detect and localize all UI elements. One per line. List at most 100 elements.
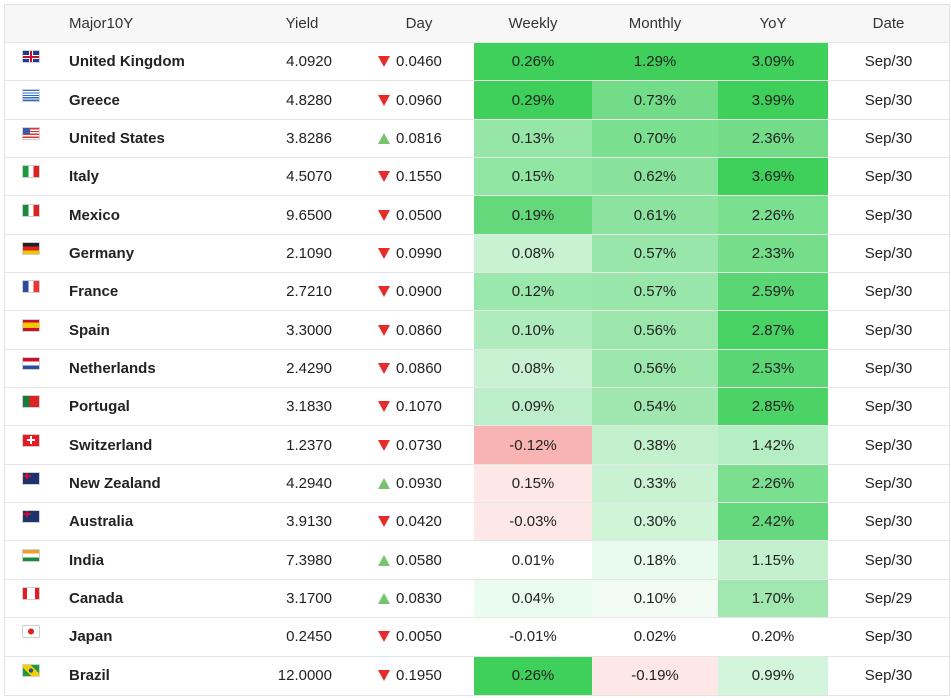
header-date[interactable]: Date	[872, 15, 905, 32]
yoy-change: 2.53%	[718, 349, 828, 388]
table-row[interactable]: Switzerland 1.2370 0.0730 -0.12% 0.38% 1…	[5, 426, 949, 465]
country-link[interactable]: Australia	[69, 513, 134, 531]
down-arrow-icon	[378, 94, 390, 106]
flag-cell	[5, 311, 57, 348]
table-row[interactable]: Canada 3.1700 0.0830 0.04% 0.10% 1.70% S…	[5, 579, 949, 619]
monthly-change: 0.38%	[592, 426, 718, 464]
table-row[interactable]: Brazil 12.0000 0.1950 0.26% -0.19% 0.99%…	[5, 656, 949, 695]
day-change-cell: 0.1550	[334, 158, 474, 195]
down-arrow-icon	[378, 362, 390, 374]
canada-flag-icon	[22, 586, 40, 600]
country-link[interactable]: Germany	[69, 244, 135, 262]
flag-cell	[5, 503, 57, 540]
header-yield[interactable]: Yield	[285, 15, 319, 32]
table-row[interactable]: Japan 0.2450 0.0050 -0.01% 0.02% 0.20% S…	[5, 618, 949, 657]
flag-cell	[5, 196, 57, 233]
country-link[interactable]: United Kingdom	[69, 53, 185, 71]
header-name[interactable]: Major10Y	[69, 15, 134, 32]
country-link[interactable]: Switzerland	[69, 436, 153, 454]
weekly-change: 0.10%	[474, 311, 592, 349]
header-day[interactable]: Day	[405, 15, 433, 32]
down-arrow-icon	[378, 286, 390, 298]
country-cell: United States	[57, 120, 212, 157]
table-row[interactable]: Spain 3.3000 0.0860 0.10% 0.56% 2.87% Se…	[5, 311, 949, 350]
day-change-value: 0.0960	[396, 91, 442, 109]
day-change-value: 0.1550	[396, 168, 442, 186]
yoy-change: 2.87%	[718, 311, 828, 349]
weekly-change: 0.08%	[474, 234, 592, 273]
country-link[interactable]: France	[69, 283, 119, 301]
table-row[interactable]: United States 3.8286 0.0816 0.13% 0.70% …	[5, 119, 949, 159]
yield-value: 4.5070	[286, 168, 332, 186]
yield-value: 3.8286	[286, 129, 332, 147]
portugal-flag-icon	[22, 395, 40, 409]
date-value: Sep/29	[864, 589, 913, 607]
down-arrow-icon	[378, 401, 390, 413]
country-link[interactable]: Spain	[69, 321, 110, 339]
yoy-change: 2.59%	[718, 273, 828, 311]
day-change-cell: 0.0050	[334, 618, 474, 655]
yield-value: 1.2370	[286, 436, 332, 454]
day-change-value: 0.0900	[396, 283, 442, 301]
country-link[interactable]: Greece	[69, 91, 120, 109]
australia-flag-icon	[22, 510, 40, 524]
france-flag-icon	[22, 280, 40, 294]
monthly-change: 0.10%	[592, 579, 718, 618]
country-link[interactable]: New Zealand	[69, 474, 161, 492]
table-row[interactable]: India 7.3980 0.0580 0.01% 0.18% 1.15% Se…	[5, 541, 949, 580]
header-monthly[interactable]: Monthly	[628, 15, 682, 32]
day-change-cell: 0.0730	[334, 426, 474, 463]
table-row[interactable]: Germany 2.1090 0.0990 0.08% 0.57% 2.33% …	[5, 234, 949, 274]
table-row[interactable]: United Kingdom 4.0920 0.0460 0.26% 1.29%…	[5, 43, 949, 82]
flag-cell	[5, 388, 57, 425]
day-change-cell: 0.0860	[334, 311, 474, 348]
table-row[interactable]: New Zealand 4.2940 0.0930 0.15% 0.33% 2.…	[5, 464, 949, 504]
yield-value: 2.4290	[286, 359, 332, 377]
down-arrow-icon	[378, 171, 390, 183]
day-change-value: 0.0050	[396, 628, 442, 646]
table-row[interactable]: Netherlands 2.4290 0.0860 0.08% 0.56% 2.…	[5, 349, 949, 389]
country-link[interactable]: Japan	[69, 628, 113, 646]
flag-cell	[5, 541, 57, 578]
monthly-change: 0.56%	[592, 311, 718, 349]
country-link[interactable]: Portugal	[69, 398, 130, 416]
day-change-cell: 0.0990	[334, 235, 474, 272]
yield-value: 2.7210	[286, 283, 332, 301]
yoy-change: 3.09%	[718, 43, 828, 81]
table-row[interactable]: Australia 3.9130 0.0420 -0.03% 0.30% 2.4…	[5, 503, 949, 542]
flag-cell	[5, 580, 57, 617]
country-cell: Germany	[57, 235, 212, 272]
header-weekly[interactable]: Weekly	[508, 15, 558, 32]
new-zealand-flag-icon	[22, 471, 40, 485]
weekly-change: 0.15%	[474, 158, 592, 196]
weekly-change: -0.12%	[474, 426, 592, 464]
header-yoy[interactable]: YoY	[759, 15, 787, 32]
country-link[interactable]: Brazil	[69, 667, 110, 685]
germany-flag-icon	[22, 241, 40, 255]
day-change-value: 0.0860	[396, 321, 442, 339]
country-cell: Japan	[57, 618, 212, 655]
country-cell: Australia	[57, 503, 212, 540]
table-row[interactable]: Portugal 3.1830 0.1070 0.09% 0.54% 2.85%…	[5, 388, 949, 427]
country-link[interactable]: Mexico	[69, 206, 120, 224]
yoy-change: 1.15%	[718, 541, 828, 579]
table-row[interactable]: Mexico 9.6500 0.0500 0.19% 0.61% 2.26% S…	[5, 196, 949, 235]
yoy-change: 2.85%	[718, 388, 828, 426]
country-link[interactable]: Netherlands	[69, 359, 156, 377]
table-row[interactable]: Greece 4.8280 0.0960 0.29% 0.73% 3.99% S…	[5, 81, 949, 120]
country-cell: Brazil	[57, 657, 212, 695]
us-flag-icon	[22, 126, 40, 140]
yield-value: 3.1830	[286, 398, 332, 416]
country-link[interactable]: Italy	[69, 168, 100, 186]
table-row[interactable]: Italy 4.5070 0.1550 0.15% 0.62% 3.69% Se…	[5, 158, 949, 197]
country-link[interactable]: Canada	[69, 589, 124, 607]
date-value: Sep/30	[864, 206, 913, 224]
flag-cell	[5, 657, 57, 695]
weekly-change: 0.29%	[474, 81, 592, 119]
yield-value: 2.1090	[286, 244, 332, 262]
country-link[interactable]: United States	[69, 129, 165, 147]
date-value: Sep/30	[864, 359, 913, 377]
day-change-value: 0.1950	[396, 667, 442, 685]
country-link[interactable]: India	[69, 551, 105, 569]
table-row[interactable]: France 2.7210 0.0900 0.12% 0.57% 2.59% S…	[5, 273, 949, 312]
